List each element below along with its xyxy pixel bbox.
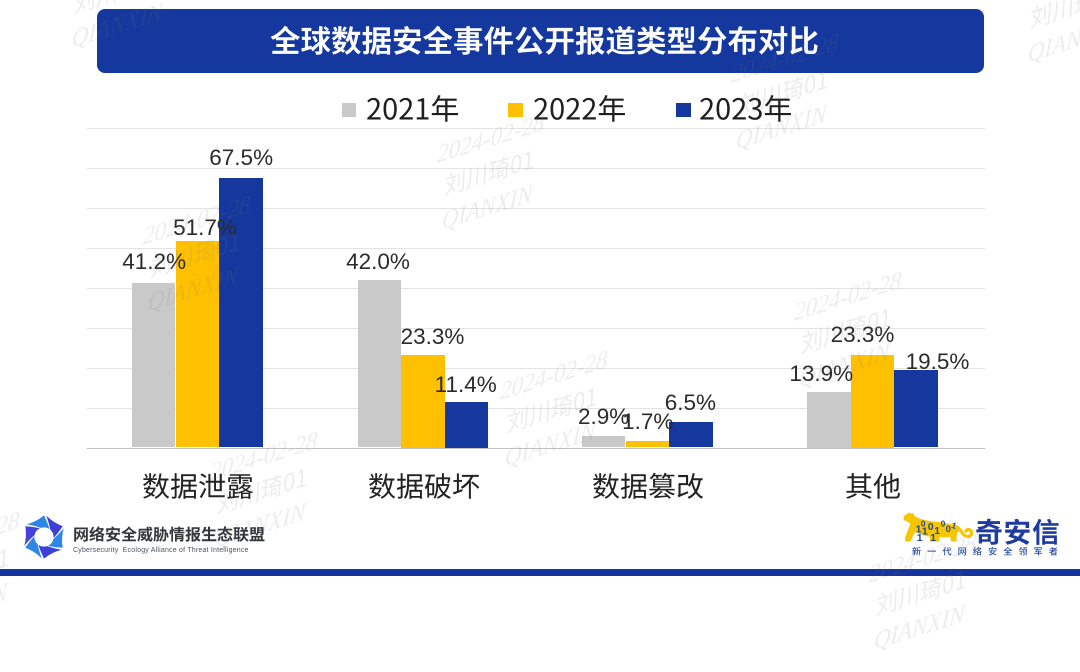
svg-text:0: 0: [921, 518, 926, 528]
svg-text:1: 1: [950, 520, 958, 531]
svg-text:1: 1: [917, 532, 923, 543]
svg-text:1: 1: [930, 532, 936, 543]
svg-text:1: 1: [916, 524, 922, 536]
svg-text:0: 0: [941, 519, 946, 529]
svg-text:0: 0: [946, 524, 951, 535]
svg-text:0: 0: [928, 521, 934, 533]
svg-text:1: 1: [922, 526, 928, 538]
svg-text:1: 1: [934, 525, 940, 537]
